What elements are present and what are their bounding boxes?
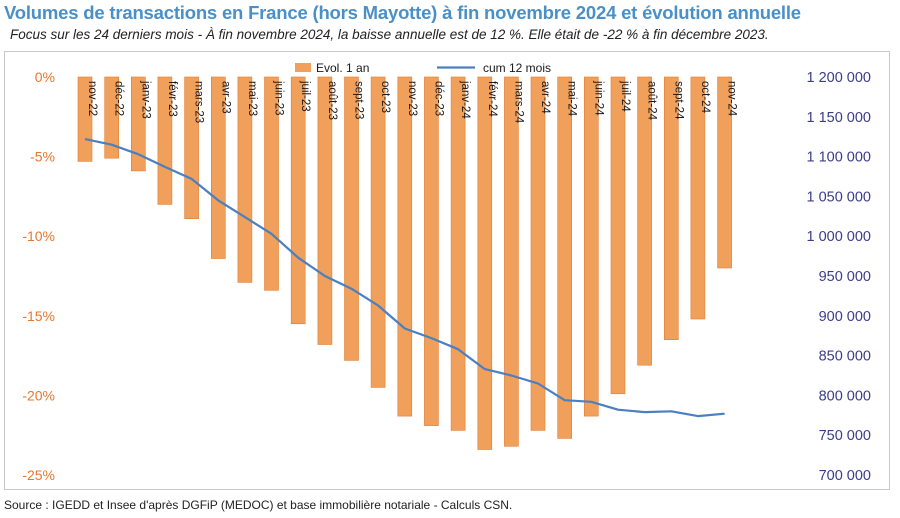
bars-group	[77, 76, 732, 450]
right-axis-tick-label: 1 100 000	[806, 150, 871, 166]
category-label: août-23	[326, 81, 338, 120]
legend-swatch-bars	[295, 63, 311, 72]
right-axis-tick-label: 750 000	[819, 428, 871, 444]
category-label: oct-24	[699, 81, 711, 114]
bar	[690, 76, 706, 320]
category-label: sept-24	[672, 81, 684, 120]
category-label: mai-24	[566, 81, 578, 117]
bar	[290, 76, 306, 325]
category-label: mars-23	[193, 81, 205, 123]
bar	[237, 76, 253, 283]
bar	[184, 76, 199, 219]
category-label: janv-23	[139, 80, 151, 119]
bar	[637, 76, 652, 366]
right-axis-tick-label: 1 150 000	[806, 110, 871, 126]
category-label: févr-24	[486, 81, 498, 117]
line-series-cum-12-mois	[84, 138, 725, 418]
category-label: déc-22	[113, 81, 125, 116]
left-axis-tick-label: -5%	[30, 149, 55, 165]
left-axis-tick-label: 0%	[35, 69, 55, 85]
bar	[131, 76, 146, 172]
left-axis-tick-label: -15%	[22, 308, 55, 324]
bar	[477, 76, 493, 450]
legend-label-bars: Evol. 1 an	[316, 61, 369, 75]
right-axis-tick-label: 1 200 000	[806, 70, 871, 86]
category-label: mars-24	[512, 81, 524, 124]
right-axis-tick-label: 900 000	[819, 309, 871, 325]
bar	[530, 76, 546, 431]
bar	[583, 76, 599, 417]
bar	[397, 76, 413, 417]
bar	[717, 76, 732, 269]
right-axis-tick-label: 1 000 000	[806, 229, 871, 245]
bar	[504, 76, 519, 447]
bar	[104, 76, 119, 159]
category-label: juil-23	[299, 80, 311, 112]
bar	[370, 76, 386, 388]
category-label: oct-23	[379, 81, 391, 113]
category-label: juil-24	[619, 80, 631, 112]
right-axis-ticks: 1 200 000 1 150 000 1 100 000 1 050 000 1 00…	[806, 70, 871, 484]
category-label: juin-24	[592, 80, 604, 116]
right-axis-tick-label: 850 000	[819, 349, 871, 365]
chart-svg: nov-22 déc-22 janv-23 févr-23 mars-23 avr-23 m…	[22, 61, 871, 484]
bar	[157, 76, 173, 205]
bar	[211, 76, 226, 259]
category-label: juin-23	[273, 80, 285, 116]
category-label: nov-23	[406, 81, 418, 116]
left-axis-tick-label: -10%	[22, 228, 55, 244]
category-label: sept-23	[353, 81, 365, 119]
legend: Evol. 1 an cum 12 mois	[295, 61, 551, 75]
category-label: janv-24	[459, 80, 471, 119]
bar	[424, 76, 439, 426]
chart-area: nov-22 déc-22 janv-23 févr-23 mars-23 avr-23 m…	[4, 51, 890, 490]
bar	[557, 76, 573, 439]
chart-subtitle: Focus sur les 24 derniers mois - À fin n…	[10, 27, 769, 42]
category-label: mai-23	[246, 81, 258, 116]
line-group	[84, 138, 725, 418]
chart-title: Volumes de transactions en France (hors …	[4, 2, 801, 23]
category-label: avr-23	[219, 81, 231, 114]
source-note: Source : IGEDD et Insee d'après DGFiP (M…	[4, 498, 513, 512]
bar	[610, 76, 626, 395]
right-axis-tick-label: 700 000	[819, 468, 871, 484]
legend-label-line: cum 12 mois	[483, 61, 551, 75]
category-label: févr-23	[166, 81, 178, 117]
category-label: août-24	[646, 81, 658, 121]
right-axis-tick-label: 950 000	[819, 269, 871, 285]
left-axis-tick-label: -20%	[22, 387, 55, 403]
bar	[450, 76, 466, 431]
category-label: nov-24	[726, 81, 738, 117]
left-axis-tick-label: -25%	[22, 467, 55, 483]
right-axis-tick-label: 1 050 000	[806, 189, 871, 205]
category-label: déc-23	[432, 81, 444, 116]
bar	[344, 76, 359, 361]
bar	[663, 76, 679, 341]
right-axis-tick-label: 800 000	[819, 388, 871, 404]
category-labels-group: nov-22 déc-22 janv-23 févr-23 mars-23 avr-23 m…	[86, 80, 738, 124]
category-label: nov-22	[86, 81, 98, 116]
category-label: avr-24	[539, 81, 551, 114]
left-axis-ticks: 0% -5% -10% -15% -20% -25%	[22, 69, 55, 483]
